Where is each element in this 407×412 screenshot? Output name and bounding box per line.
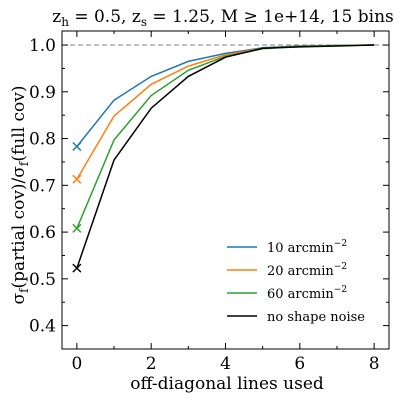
marker-stroke — [72, 263, 82, 273]
marker-stroke — [72, 223, 82, 233]
y-tick-label: 0.8 — [29, 130, 56, 150]
series-marker-3 — [72, 263, 82, 273]
y-tick-label: 0.4 — [29, 317, 56, 337]
x-tick-label: 8 — [369, 354, 380, 374]
legend-label-0: 10 arcmin−2 — [267, 239, 347, 256]
x-axis-label: off-diagonal lines used — [130, 374, 324, 394]
y-tick-label: 0.6 — [29, 223, 56, 243]
series-marker-2 — [72, 223, 82, 233]
x-tick-label: 0 — [71, 354, 82, 374]
plot-area: 0 2 4 6 8 0.4 0.5 0.6 0.7 0.8 0.9 1.0 — [29, 30, 390, 374]
marker-stroke — [72, 141, 82, 152]
y-axis-label: σf(partial cov)/σf(full cov) — [9, 85, 31, 304]
x-tick-label: 2 — [146, 354, 157, 374]
x-tick-label: 6 — [294, 354, 305, 374]
series-line-3 — [76, 44, 375, 269]
y-tick-label: 1.0 — [29, 36, 56, 56]
y-tick-label: 0.5 — [29, 270, 56, 290]
series-marker-1 — [72, 174, 82, 184]
series-marker-0 — [72, 141, 82, 152]
chart-title: zh = 0.5, zs = 1.25, M ≥ 1e+14, 15 bins — [52, 7, 394, 29]
legend: 10 arcmin−2 20 arcmin−2 60 arcmin−2 no shap… — [227, 239, 365, 325]
series-line-1 — [76, 44, 375, 180]
legend-label-2: 60 arcmin−2 — [267, 285, 347, 302]
x-tick-label: 4 — [220, 354, 231, 374]
marker-stroke — [72, 174, 82, 184]
y-tick-label: 0.7 — [29, 176, 56, 196]
legend-label-3: no shape noise — [267, 310, 365, 325]
legend-label-1: 20 arcmin−2 — [267, 262, 347, 279]
series-line-2 — [76, 44, 375, 229]
plot-frame — [61, 30, 390, 350]
y-tick-label: 0.9 — [29, 83, 56, 103]
